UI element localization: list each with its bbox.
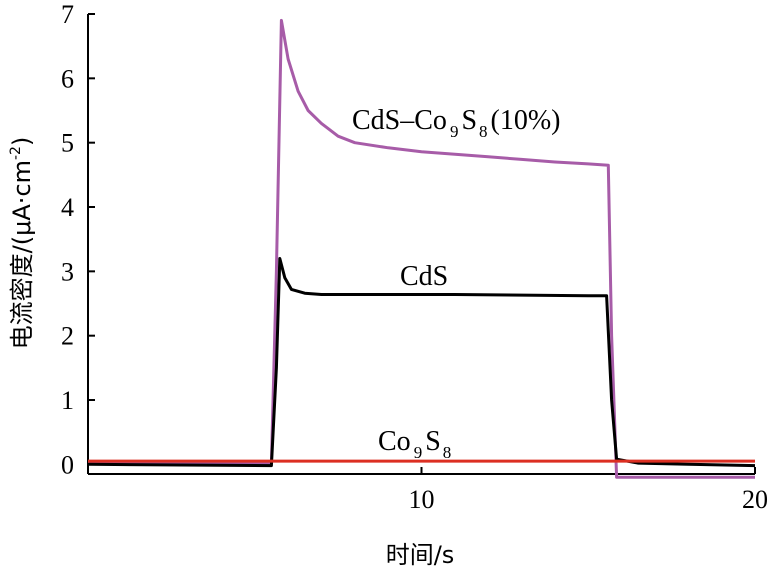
y-tick-label: 5 (61, 129, 74, 158)
y-axis-title: 电流密度/(μA·cm-2) (8, 137, 36, 350)
series-label-cds: CdS (400, 261, 448, 292)
y-tick-label: 2 (61, 322, 74, 351)
y-tick-label: 6 (61, 64, 74, 93)
series-label-co9s8: Co 9 S 8 (378, 426, 451, 462)
series-line-0 (88, 18, 755, 479)
x-tick-label: 10 (409, 485, 435, 514)
y-tick-label: 0 (61, 450, 74, 479)
x-axis-title: 时间/s (386, 541, 455, 569)
x-tick-label: 20 (742, 485, 768, 514)
series-layer (87, 18, 756, 479)
y-tick-label: 1 (61, 386, 74, 415)
series-label-cds-co9s8: CdS–Co 9 S 8 (10%) (352, 105, 561, 141)
y-tick-label: 4 (61, 193, 74, 222)
ticks: 0 1 2 3 4 5 6 7 10 20 (61, 0, 768, 514)
y-tick-label: 3 (61, 257, 74, 286)
y-tick-label: 7 (61, 0, 74, 29)
axes (87, 14, 755, 475)
